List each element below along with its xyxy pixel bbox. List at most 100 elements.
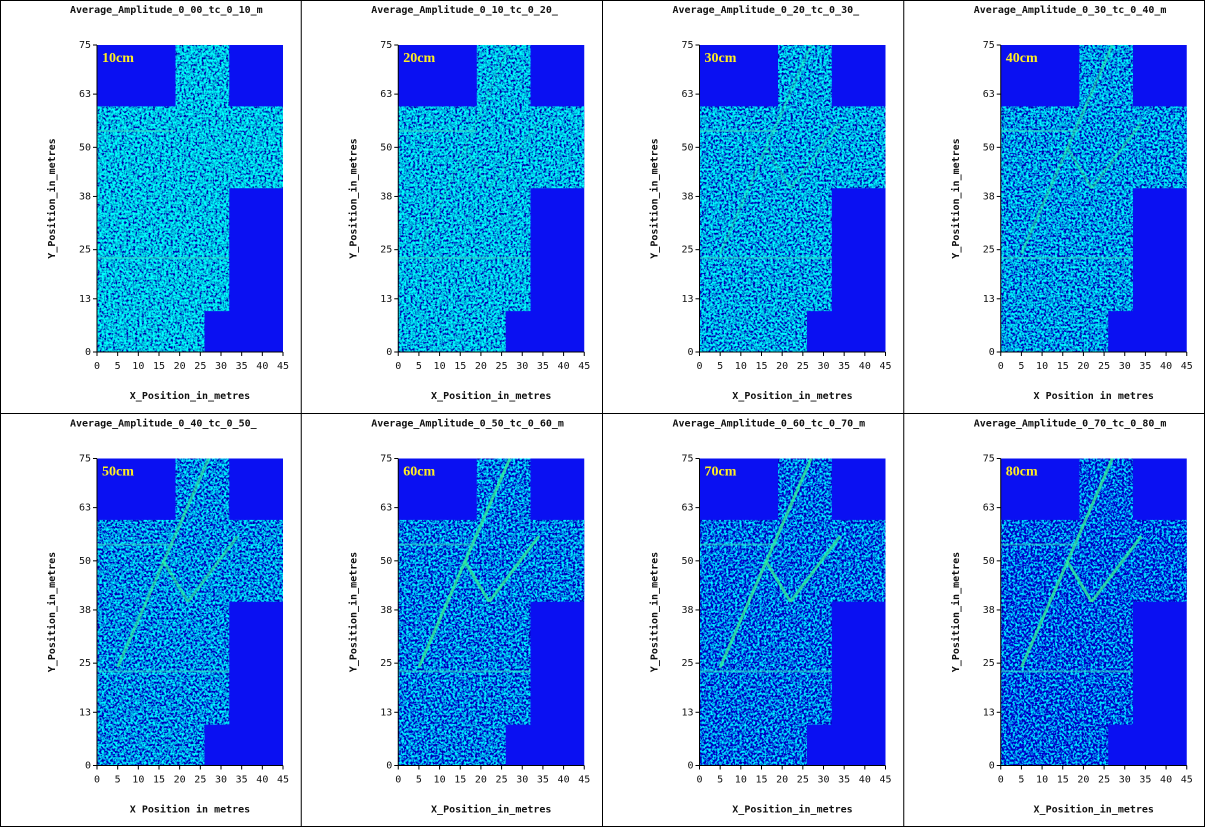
y-tick-label: 13: [79, 707, 91, 718]
map-panel: Average_Amplitude_0_00_tc_0_10_m10cm0132…: [46, 4, 289, 402]
figure-grid: Average_Amplitude_0_00_tc_0_10_m 10cm 0 13 2…: [0, 0, 1205, 827]
x-tick-label: 20: [475, 361, 487, 372]
x-tick-label: 30: [516, 775, 528, 786]
map-panel: Average_Amplitude_0_10_tc_0_20_20cm01325…: [347, 4, 590, 402]
x-tick-label: 15: [454, 361, 466, 372]
y-tick-label: 25: [79, 658, 91, 669]
x-tick-label: 10: [434, 775, 446, 786]
x-tick-label: 25: [797, 361, 809, 372]
y-tick-label: 38: [681, 605, 693, 616]
y-tick-label: 25: [983, 245, 995, 256]
x-axis-label: X_Position_in_metres: [732, 804, 852, 816]
depth-label: 20cm: [403, 51, 435, 66]
x-tick-label: 40: [558, 775, 570, 786]
y-tick-label: 38: [380, 191, 392, 202]
x-tick-label: 40: [1160, 775, 1172, 786]
x-tick-label: 5: [717, 775, 723, 786]
x-tick-label: 25: [1098, 775, 1110, 786]
x-tick-label: 40: [256, 361, 268, 372]
x-axis-label: X_Position_in_metres: [732, 390, 852, 402]
y-tick-label: 0: [687, 347, 693, 358]
x-tick-label: 15: [755, 361, 767, 372]
x-tick-label: 35: [1139, 361, 1151, 372]
x-tick-label: 20: [174, 775, 186, 786]
y-axis-label: Y_Position_in_metres: [950, 138, 962, 258]
x-tick-label: 45: [1181, 775, 1193, 786]
y-tick-label: 50: [983, 556, 995, 567]
x-axis-label: X_Position_in_metres: [130, 390, 250, 402]
x-tick-label: 15: [454, 775, 466, 786]
y-tick-label: 25: [79, 245, 91, 256]
x-tick-label: 0: [395, 361, 401, 372]
depth-label: 10cm: [102, 51, 134, 66]
y-axis-label: Y_Position_in_metres: [46, 552, 58, 672]
x-axis-label: X Position in metres: [130, 804, 250, 816]
y-tick-label: 0: [687, 761, 693, 772]
map-panel: Average_Amplitude_0_20_tc_0_30_30cm01325…: [649, 4, 892, 402]
x-tick-label: 40: [859, 361, 871, 372]
y-axis-label: Y_Position_in_metres: [46, 138, 58, 258]
panel-title: Average_Amplitude_0_10_tc_0_20_: [371, 4, 559, 16]
x-tick-label: 35: [236, 775, 248, 786]
x-tick-label: 45: [277, 775, 289, 786]
y-tick-label: 0: [386, 347, 392, 358]
x-tick-label: 0: [94, 361, 100, 372]
y-tick-label: 25: [983, 658, 995, 669]
x-tick-label: 35: [537, 361, 549, 372]
x-tick-label: 30: [516, 361, 528, 372]
x-tick-label: 25: [496, 775, 508, 786]
x-tick-label: 15: [1057, 361, 1069, 372]
y-tick-label: 63: [983, 89, 995, 100]
y-tick-label: 25: [681, 658, 693, 669]
y-tick-label: 25: [380, 245, 392, 256]
y-axis-label: Y_Position_in_metres: [347, 138, 359, 258]
depth-label: 80cm: [1006, 465, 1038, 480]
x-tick-label: 15: [755, 775, 767, 786]
map-panel: Average_Amplitude_0_40_tc_0_50_50cm01325…: [46, 418, 289, 816]
x-tick-label: 35: [838, 361, 850, 372]
map-panel: Average_Amplitude_0_30_tc_0_40_m40cm0132…: [950, 4, 1193, 402]
map-panel: Average_Amplitude_0_70_tc_0_80_m80cm0132…: [950, 418, 1193, 816]
x-axis-label: X_Position_in_metres: [1034, 804, 1154, 816]
x-tick-label: 10: [735, 361, 747, 372]
y-axis-label: Y_Position_in_metres: [649, 552, 661, 672]
y-tick-label: 50: [681, 142, 693, 153]
x-tick-label: 5: [717, 361, 723, 372]
x-tick-label: 35: [236, 361, 248, 372]
y-tick-label: 13: [983, 707, 995, 718]
x-tick-label: 10: [1036, 361, 1048, 372]
x-tick-label: 40: [558, 361, 570, 372]
y-axis-label: Y_Position_in_metres: [649, 138, 661, 258]
x-tick-label: 35: [838, 775, 850, 786]
x-tick-label: 0: [696, 361, 702, 372]
depth-label: 60cm: [403, 465, 435, 480]
depth-label: 70cm: [705, 465, 737, 480]
x-tick-label: 25: [194, 361, 206, 372]
x-tick-label: 40: [256, 775, 268, 786]
y-tick-label: 50: [380, 142, 392, 153]
y-tick-label: 75: [380, 454, 392, 465]
x-tick-label: 5: [115, 361, 121, 372]
x-tick-label: 10: [1036, 775, 1048, 786]
y-tick-label: 0: [989, 761, 995, 772]
x-tick-label: 5: [416, 361, 422, 372]
y-tick-label: 63: [380, 89, 392, 100]
depth-label: 30cm: [705, 51, 737, 66]
x-tick-label: 45: [879, 361, 891, 372]
y-tick-label: 25: [380, 658, 392, 669]
x-tick-label: 0: [998, 775, 1004, 786]
y-tick-label: 75: [681, 40, 693, 51]
x-tick-label: 20: [1077, 361, 1089, 372]
x-tick-label: 25: [496, 361, 508, 372]
y-tick-label: 0: [85, 761, 91, 772]
x-tick-label: 35: [1139, 775, 1151, 786]
x-tick-label: 30: [215, 361, 227, 372]
panel-title: Average_Amplitude_0_00_tc_0_10_m: [70, 4, 263, 16]
y-tick-label: 63: [983, 503, 995, 514]
y-tick-label: 75: [380, 40, 392, 51]
x-tick-label: 20: [475, 775, 487, 786]
y-tick-label: 63: [79, 503, 91, 514]
y-axis-label: Y_Position_in_metres: [347, 552, 359, 672]
x-tick-label: 0: [998, 361, 1004, 372]
x-tick-label: 40: [1160, 361, 1172, 372]
